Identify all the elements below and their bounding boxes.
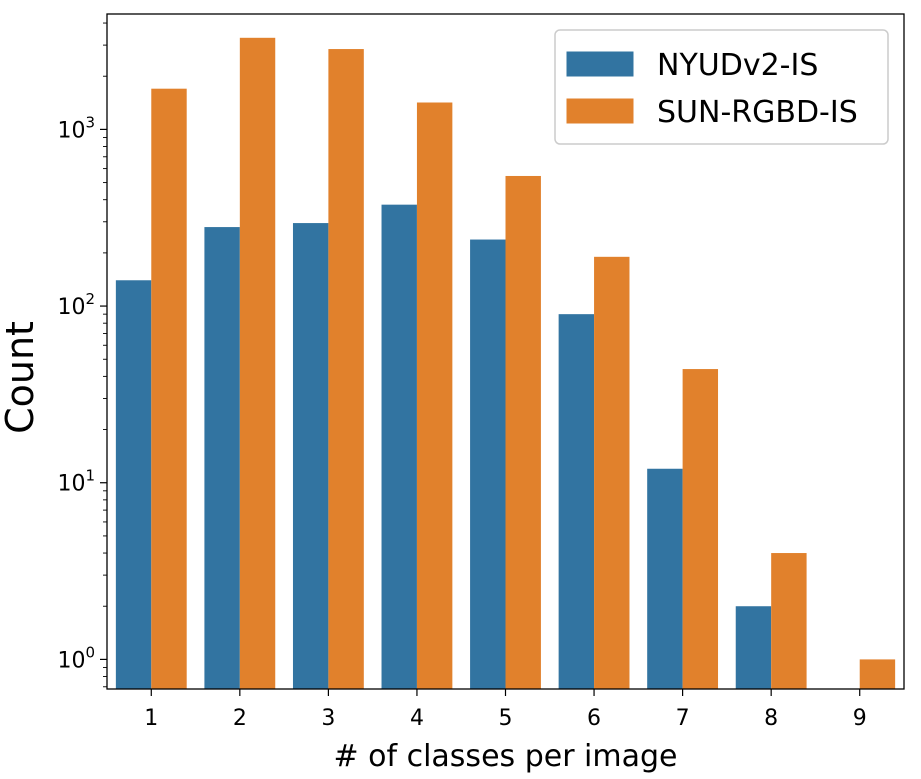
bar-nyudv2-is-8 [735,606,772,689]
x-tick-label: 2 [233,706,247,731]
x-tick-label: 9 [853,706,867,731]
bar-nyudv2-is-4 [381,204,417,689]
x-tick-label: 5 [499,706,513,731]
legend-swatch-sun-rgbd-is [566,98,634,124]
y-tick-label: 102 [57,290,95,320]
y-tick-label: 101 [57,467,95,497]
bar-sun-rgbd-is-6 [594,256,630,689]
bar-sun-rgbd-is-4 [416,102,453,689]
bar-sun-rgbd-is-3 [328,49,364,690]
x-tick-label: 7 [676,706,690,731]
x-tick-label: 4 [410,706,424,731]
bar-nyudv2-is-6 [558,314,595,689]
ticks-group: 1 2 3 4 5 6 7 8 9 100 101 102 103 [57,22,867,731]
bar-nyudv2-is-3 [292,223,329,689]
x-axis-label: # of classes per image [333,739,677,774]
x-tick-label: 1 [144,706,158,731]
x-tick-label: 6 [587,706,601,731]
y-tick-label: 100 [57,643,95,673]
bar-sun-rgbd-is-8 [771,553,807,689]
bar-nyudv2-is-2 [204,227,240,689]
legend-label-sun-rgbd-is: SUN-RGBD-IS [657,95,858,130]
legend-swatch-nyudv2-is [566,51,634,77]
bar-sun-rgbd-is-2 [239,37,276,690]
bar-nyudv2-is-1 [115,280,152,689]
bar-sun-rgbd-is-9 [859,659,896,689]
legend-box [554,29,889,145]
bar-sun-rgbd-is-5 [505,175,541,690]
y-tick-label: 103 [57,113,95,143]
y-axis-label: Count [0,321,42,434]
bar-sun-rgbd-is-7 [682,369,719,689]
bars-group [115,37,896,690]
x-tick-label: 3 [321,706,335,731]
x-tick-label: 8 [764,706,778,731]
bar-nyudv2-is-5 [470,239,506,690]
legend: NYUDv2-IS SUN-RGBD-IS [554,29,889,145]
legend-label-nyudv2-is: NYUDv2-IS [657,48,818,83]
bar-sun-rgbd-is-1 [151,88,187,689]
bar-nyudv2-is-7 [647,468,683,689]
